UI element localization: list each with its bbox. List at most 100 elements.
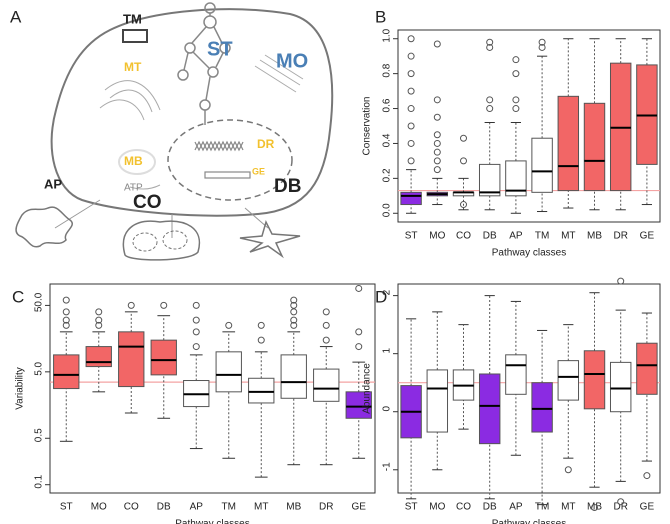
outlier (192, 301, 200, 309)
panel-label: D (375, 287, 387, 306)
outlier (322, 336, 330, 344)
x-tick-label: TM (535, 502, 549, 513)
box (531, 137, 553, 193)
outlier (407, 52, 415, 60)
y-tick-label: 0.5 (34, 428, 45, 442)
x-tick-label: CO (124, 502, 139, 513)
outlier (192, 328, 200, 336)
y-tick-label: 0 (382, 406, 393, 412)
outlier (512, 96, 520, 104)
panel-label: C (12, 287, 24, 306)
x-tick-label: MB (587, 231, 602, 242)
box (248, 377, 275, 404)
outlier (433, 113, 441, 121)
panel-label: B (375, 7, 386, 26)
x-tick-label: ST (60, 502, 73, 513)
y-tick-label: 0.2 (382, 168, 393, 182)
diagram (15, 2, 334, 261)
outlier (225, 321, 233, 329)
label-mo: MO (276, 50, 308, 72)
outlier (407, 87, 415, 95)
y-axis-label: Conservation (362, 97, 373, 156)
box (118, 331, 145, 388)
x-axis-label: Pathway classes (175, 519, 249, 524)
box (400, 191, 422, 206)
box (426, 369, 449, 433)
cell-outline (50, 8, 334, 217)
atp-arrow (129, 184, 161, 190)
y-tick-label: 0.8 (382, 63, 393, 77)
outlier (95, 316, 103, 324)
outlier (355, 284, 363, 292)
label-tm: TM (123, 11, 142, 26)
x-tick-label: MO (91, 502, 107, 513)
x-tick-label: DR (613, 502, 627, 513)
export-arrows (54, 199, 269, 238)
outlier (512, 105, 520, 113)
outlier (591, 504, 598, 512)
x-tick-label: DR (319, 502, 333, 513)
x-tick-label: TM (535, 231, 549, 242)
outlier (407, 122, 415, 130)
x-tick-label: MB (286, 502, 301, 513)
co-shape (122, 220, 201, 261)
outlier (62, 308, 70, 316)
y-tick-label: 2 (382, 289, 393, 295)
outlier (322, 308, 330, 316)
label-ge: GE (252, 166, 265, 176)
x-tick-label: MB (587, 502, 602, 513)
panel-label: A (10, 7, 22, 26)
box (150, 339, 177, 376)
mitochondria (99, 54, 304, 121)
outlier (62, 321, 70, 329)
y-tick-label: 0.6 (382, 98, 393, 112)
outlier (290, 308, 298, 316)
outlier (617, 498, 625, 506)
outlier (460, 134, 467, 142)
outlier (62, 316, 70, 324)
outlier (433, 131, 441, 139)
label-mt: MT (124, 60, 142, 74)
outlier (290, 321, 298, 329)
label-dr: DR (257, 137, 275, 151)
outlier (290, 316, 298, 324)
ap-shape (15, 206, 73, 248)
box (583, 102, 606, 192)
outlier (486, 105, 494, 113)
outlier (257, 336, 265, 344)
plot-frame (397, 283, 661, 494)
outlier (433, 96, 441, 104)
outlier (433, 166, 441, 174)
outlier (643, 472, 651, 480)
outlier (62, 296, 70, 304)
y-tick-label: 1 (382, 347, 393, 353)
x-tick-label: DR (613, 231, 627, 242)
outlier (512, 70, 520, 78)
outlier (486, 43, 494, 51)
mb-body (118, 149, 156, 175)
dna (194, 140, 251, 179)
y-tick-label: -1 (382, 462, 393, 471)
outlier (512, 56, 520, 64)
label-atp: ATP (124, 183, 143, 194)
outlier (192, 343, 200, 351)
outlier (486, 38, 494, 46)
label-st: ST (207, 38, 233, 60)
box (313, 368, 340, 402)
y-axis-label: Variability (15, 367, 26, 410)
box (53, 354, 80, 390)
box (505, 354, 527, 395)
x-axis-label: Pathway classes (492, 519, 566, 524)
outlier (433, 148, 441, 156)
x-tick-label: MT (254, 502, 268, 513)
box (609, 361, 632, 413)
y-tick-label: 1.0 (382, 28, 393, 42)
y-axis-label: Abundance (362, 363, 373, 414)
box (636, 342, 658, 395)
x-tick-label: AP (509, 231, 523, 242)
label-co: CO (133, 192, 162, 213)
outlier (433, 157, 441, 165)
outlier (617, 277, 625, 285)
box (505, 160, 527, 197)
x-axis-label: Pathway classes (492, 248, 566, 259)
